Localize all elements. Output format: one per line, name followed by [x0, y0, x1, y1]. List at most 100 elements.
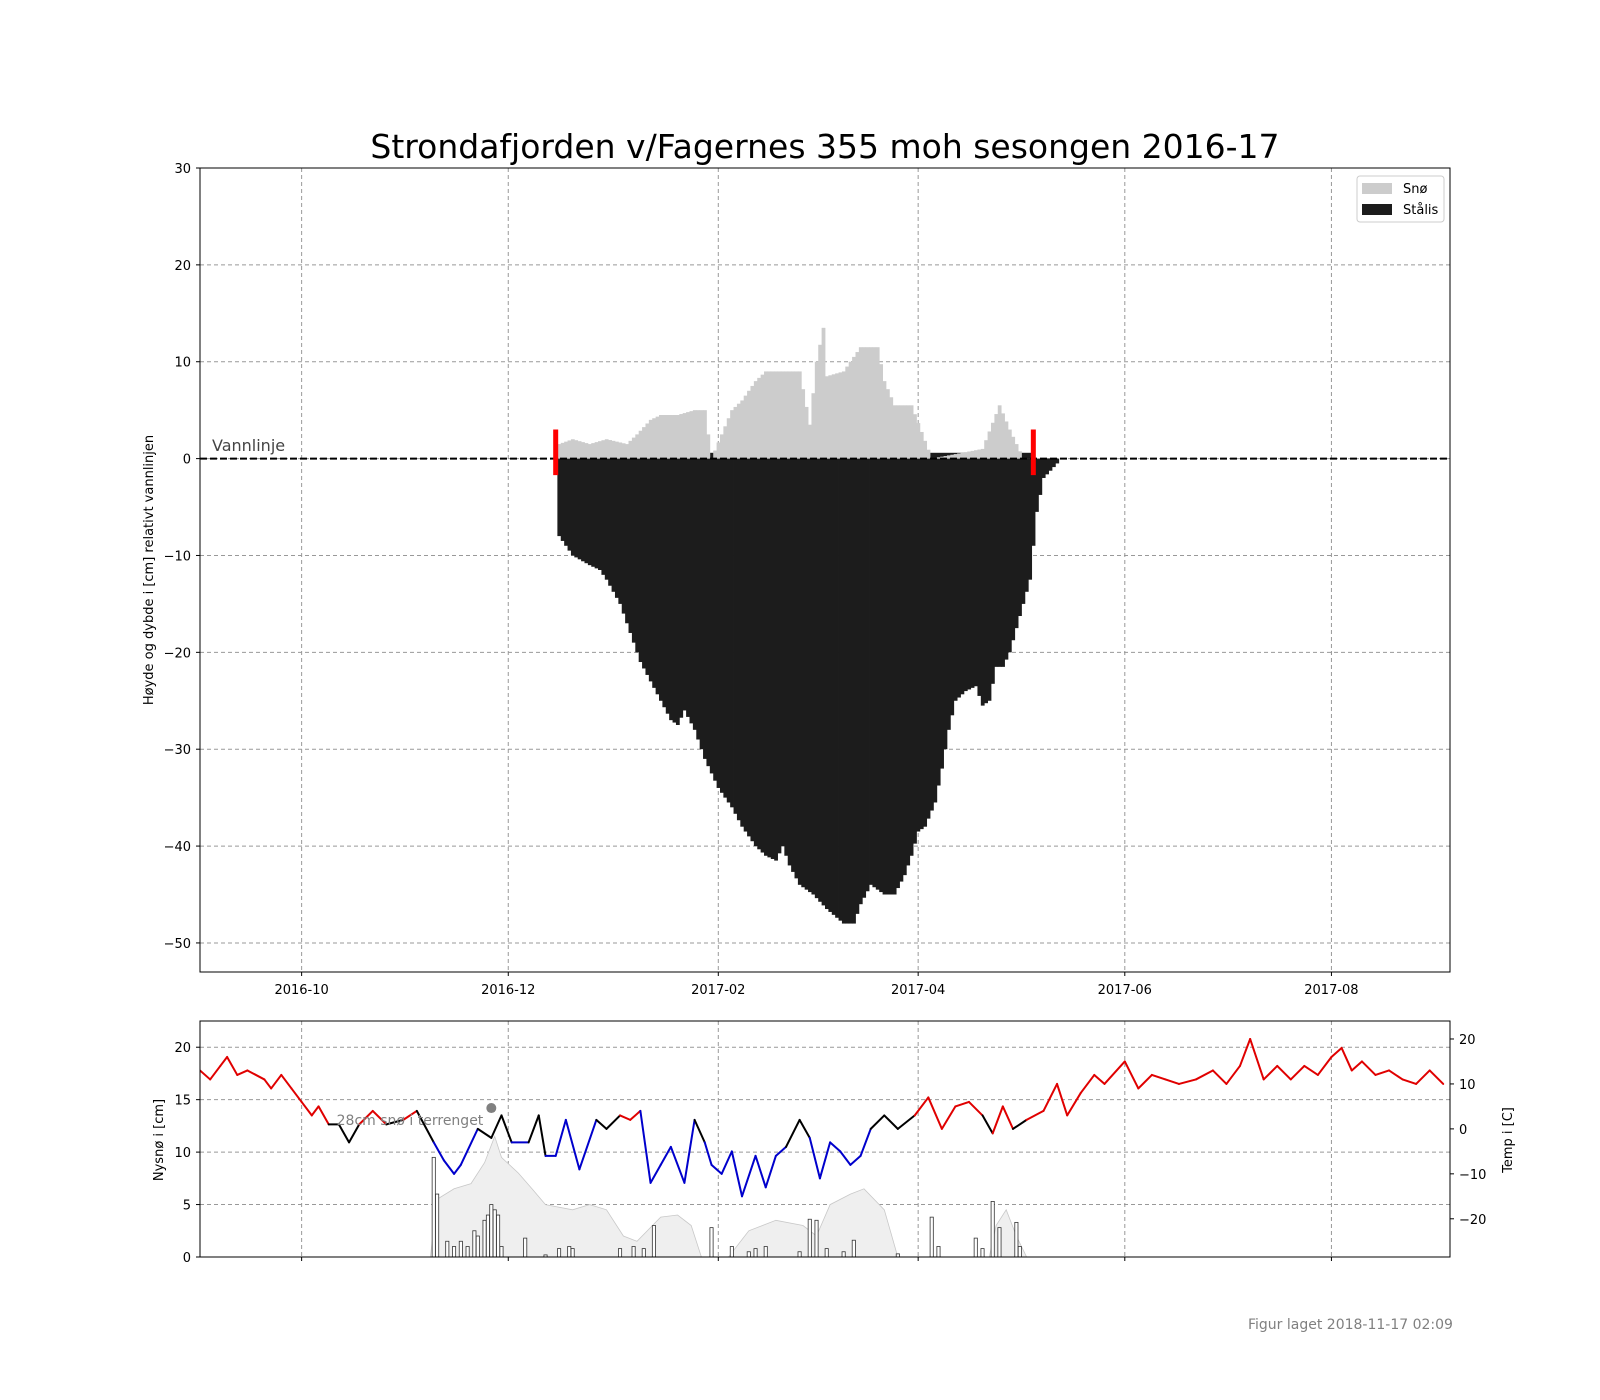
snow-bar — [977, 449, 982, 459]
temperature-segment — [595, 1118, 608, 1130]
max-snow-marker — [486, 1103, 497, 1114]
snow-bar — [696, 410, 701, 459]
ice-bar — [614, 458, 619, 598]
ice-bar — [957, 458, 961, 698]
temperature-segment — [310, 1105, 320, 1117]
new-snow-bar — [465, 1246, 470, 1257]
snow-bar — [865, 347, 870, 459]
temperature-segment — [829, 1141, 842, 1153]
new-snow-bar — [929, 1216, 934, 1257]
temperature-segment — [649, 1163, 662, 1184]
ice-bar — [984, 458, 989, 704]
ice-bar — [933, 458, 938, 803]
snow-bar — [740, 400, 745, 459]
snow-bar — [892, 405, 897, 459]
ice-bar — [825, 458, 829, 910]
temperature-segment — [798, 1118, 811, 1139]
new-snow-bar — [492, 1209, 497, 1257]
snow-bar — [974, 450, 978, 459]
snow-bar — [713, 450, 717, 459]
ice-bar — [703, 458, 707, 759]
snow-bar — [997, 405, 1002, 459]
ice-bar — [797, 458, 802, 885]
ice-bar — [967, 458, 972, 690]
y2-tick-label: 0 — [1459, 1123, 1467, 1138]
ice-bar — [699, 458, 704, 750]
ice-bar — [1051, 458, 1056, 468]
snow-bars — [557, 327, 1022, 459]
snow-bar — [747, 390, 751, 459]
snow-bar — [794, 371, 799, 459]
y-tick-label: 0 — [183, 453, 191, 468]
temperature-segment — [236, 1069, 249, 1076]
temperature-segment — [490, 1114, 503, 1139]
temperature-segment — [1428, 1069, 1445, 1085]
ice-bar — [835, 458, 839, 918]
temperature-segment — [967, 1100, 984, 1117]
ice-bar — [557, 458, 562, 537]
snow-bar — [811, 393, 816, 459]
snow-bar — [614, 441, 619, 459]
ice-bar — [994, 458, 999, 667]
y2-tick-label: −10 — [1459, 1168, 1486, 1183]
new-snow-bar — [763, 1246, 768, 1257]
snow-bar — [1001, 413, 1005, 459]
ice-bar — [953, 458, 958, 701]
ice-bar — [574, 458, 579, 558]
snow-bar — [672, 415, 677, 459]
ice-bar — [628, 458, 633, 633]
temperature-segment — [764, 1154, 777, 1189]
temperature-segment — [1042, 1082, 1059, 1112]
temperature-segment — [981, 1114, 994, 1135]
ice-bar — [1028, 458, 1033, 580]
temperature-segment — [385, 1118, 405, 1126]
temperature-segment — [605, 1114, 622, 1130]
snow-bar — [869, 347, 873, 459]
ice-bar — [736, 458, 741, 821]
snow-bar — [723, 426, 728, 459]
temperature-segment — [619, 1114, 632, 1121]
temperature-segment — [659, 1145, 672, 1166]
temperature-segment — [1123, 1060, 1140, 1090]
snow-bar — [896, 405, 900, 459]
ice-bar — [913, 458, 917, 844]
y-tick-label: −30 — [164, 743, 191, 758]
ice-bar — [862, 458, 867, 898]
snow-bar — [743, 395, 748, 459]
y-tick-label: −50 — [164, 937, 191, 952]
main-axis-ticks: 2016-10 2016-12 2017-02 2017-04 2017-06 2017-… — [164, 162, 1359, 1261]
ice-bar — [1004, 458, 1009, 660]
snow-bar — [858, 347, 863, 459]
temperature-segment — [730, 1150, 744, 1198]
snow-bar — [818, 344, 823, 459]
new-snow-bar — [631, 1246, 636, 1257]
snow-bar — [733, 406, 738, 459]
ice-bar — [567, 458, 572, 551]
snow-bar — [831, 374, 836, 459]
x-tick-label: 2016-10 — [274, 983, 328, 998]
temperature-segment — [913, 1096, 930, 1117]
snow-bar — [628, 440, 633, 459]
ice-bar — [682, 458, 687, 711]
snow-bar — [570, 439, 575, 459]
ice-bar — [865, 458, 870, 892]
ice-bar — [564, 458, 568, 546]
waterline-annotation: Vannlinje — [212, 436, 285, 455]
ice-bar — [841, 458, 846, 924]
ice-bar — [753, 458, 758, 847]
snow-bar — [689, 411, 694, 459]
y-tick-label: −20 — [164, 646, 191, 661]
new-snow-bar — [482, 1219, 487, 1257]
temperature-segment — [459, 1127, 479, 1166]
snow-bar — [618, 442, 623, 459]
ice-bar — [767, 458, 772, 858]
snow-bar — [777, 371, 782, 459]
y-tick-label: −10 — [164, 549, 191, 564]
temperature-segment — [1211, 1069, 1228, 1085]
snow-bar — [872, 347, 877, 459]
snow-bar — [787, 371, 792, 459]
ice-bar — [608, 458, 612, 586]
ice-bar — [794, 458, 799, 879]
new-snow-bar — [475, 1235, 480, 1257]
temperature-segment — [1360, 1060, 1377, 1076]
